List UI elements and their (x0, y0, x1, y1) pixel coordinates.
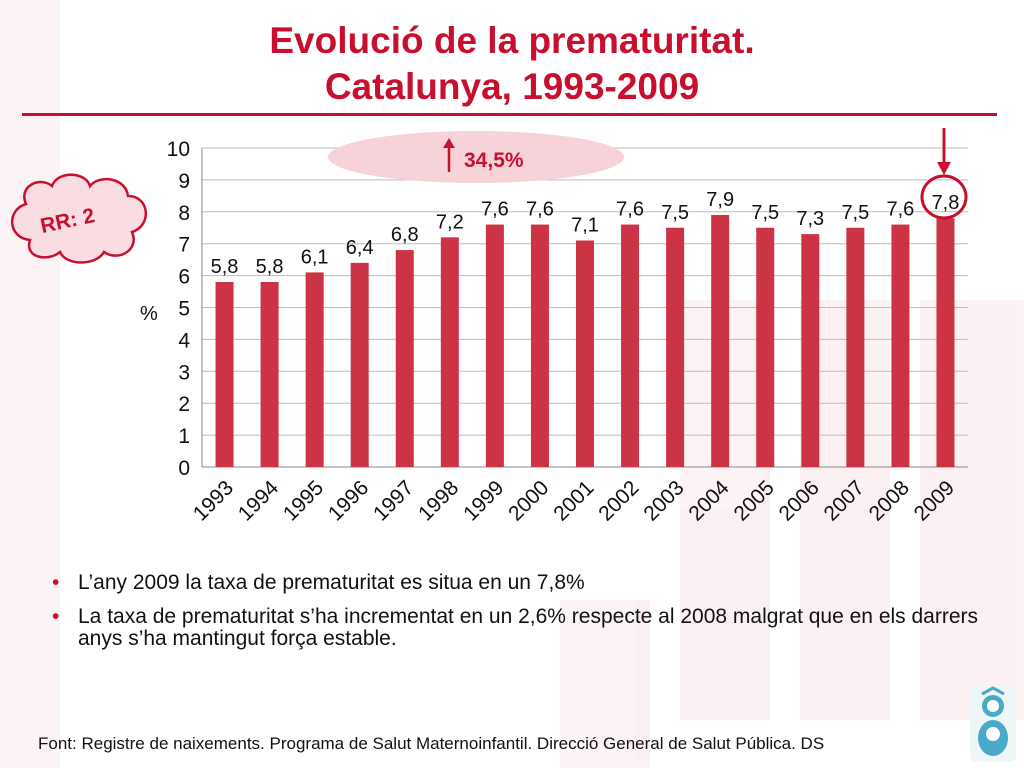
increase-label: 34,5% (464, 149, 524, 172)
bar-2004 (711, 214, 730, 467)
data-label: 6,4 (346, 237, 374, 259)
x-tick-label: 2004 (684, 476, 734, 526)
bar-2008 (891, 224, 910, 467)
bullet-dot: • (52, 605, 60, 628)
data-label: 7,2 (436, 211, 464, 233)
bar-2009 (936, 218, 955, 467)
data-label: 7,6 (526, 199, 554, 221)
bar-2002 (621, 224, 640, 467)
bar-1995 (305, 272, 324, 467)
bar-1994 (260, 281, 279, 467)
x-tick-label: 1993 (189, 476, 238, 525)
cloud-shape (10, 173, 148, 264)
x-tick-label: 1995 (279, 476, 328, 525)
bar-1996 (350, 262, 369, 467)
data-label: 7,5 (661, 202, 689, 224)
x-tick-label: 2009 (910, 476, 959, 525)
y-axis-ticks: 0 1 2 3 4 5 6 7 8 9 10 (167, 138, 191, 480)
down-arrow-icon (937, 128, 951, 175)
up-arrow-icon (443, 138, 455, 172)
slide-title: Evolució de la prematuritat. Catalunya, … (0, 18, 1024, 110)
y-tick-label: 2 (178, 393, 190, 416)
source-footer: Font: Registre de naixements. Programa d… (38, 734, 825, 753)
bar-2000 (530, 224, 549, 467)
bar-1998 (440, 237, 459, 467)
baby-logo-icon (970, 686, 1016, 762)
bullet-list: • L’any 2009 la taxa de prematuritat es … (52, 572, 982, 662)
x-axis-ticks: 1993199419951996199719981999200020012002… (189, 476, 959, 526)
bullet-item: • La taxa de prematuritat s’ha increment… (52, 606, 982, 650)
bar-1993 (215, 281, 234, 467)
bar-2005 (756, 227, 775, 467)
chart-data-labels: 5,8 5,8 6,1 6,4 6,8 7,2 7,6 7,6 7,1 7,6 7,5 7,9 7,5 7… (211, 189, 960, 278)
x-tick-label: 1998 (414, 476, 463, 525)
data-label: 7,5 (751, 202, 779, 224)
prematurity-bar-chart: 0 1 2 3 4 5 6 7 8 9 10 5,8 5,8 6,1 6,4 6,8 7,2 7,6 7,6 7,1… (10, 128, 968, 526)
x-tick-label: 1994 (234, 476, 284, 526)
data-label: 7,9 (706, 189, 734, 211)
bar-2003 (666, 227, 685, 467)
increase-bubble (328, 131, 624, 183)
x-tick-label: 2000 (504, 476, 553, 525)
title-underline (22, 113, 997, 116)
data-label: 7,3 (796, 208, 824, 230)
bullet-text-1: L’any 2009 la taxa de prematuritat es si… (78, 571, 585, 594)
data-label: 6,1 (301, 246, 329, 268)
bar-1997 (395, 250, 414, 467)
y-tick-label: 6 (178, 266, 190, 289)
title-line-1: Evolució de la prematuritat. (269, 20, 755, 61)
data-label: 7,5 (841, 202, 869, 224)
highlight-circle (920, 174, 968, 220)
rr-cloud-callout: RR: 2 (10, 173, 148, 264)
y-tick-label: 0 (178, 457, 190, 480)
title-line-2: Catalunya, 1993-2009 (324, 66, 700, 107)
x-tick-label: 2003 (639, 476, 688, 525)
y-axis-label: % (140, 303, 158, 325)
bullet-text-2: La taxa de prematuritat s’ha incrementat… (78, 605, 979, 650)
bar-2006 (801, 234, 820, 467)
data-label: 6,8 (391, 224, 419, 246)
y-tick-label: 5 (178, 298, 190, 321)
y-tick-label: 10 (167, 138, 190, 161)
x-tick-label: 2006 (775, 476, 824, 525)
y-tick-label: 8 (178, 202, 190, 225)
x-tick-label: 2007 (820, 476, 869, 525)
data-label: 7,6 (481, 199, 509, 221)
y-tick-label: 7 (178, 234, 190, 257)
y-tick-label: 3 (178, 361, 190, 384)
x-tick-label: 2001 (549, 476, 598, 525)
bullet-dot: • (52, 571, 60, 594)
x-tick-label: 1997 (369, 476, 418, 525)
y-tick-label: 9 (178, 170, 190, 193)
chart-bars (215, 214, 955, 467)
bar-2007 (846, 227, 865, 467)
increase-callout: 34,5% (328, 131, 624, 183)
x-tick-label: 2008 (865, 476, 914, 525)
x-tick-label: 1996 (324, 476, 373, 525)
bar-2001 (576, 240, 594, 467)
x-tick-label: 2002 (594, 476, 643, 525)
highlight-marker (920, 128, 968, 220)
data-label: 5,8 (256, 256, 284, 278)
data-label: 7,6 (616, 199, 644, 221)
y-tick-label: 1 (178, 425, 190, 448)
data-label: 7,6 (887, 199, 915, 221)
data-label: 5,8 (211, 256, 239, 278)
data-label: 7,1 (571, 215, 599, 237)
data-label: 7,8 (932, 192, 960, 214)
bar-1999 (485, 224, 504, 467)
x-tick-label: 1999 (459, 476, 508, 525)
bullet-item: • L’any 2009 la taxa de prematuritat es … (52, 572, 982, 594)
y-tick-label: 4 (178, 329, 190, 352)
x-tick-label: 2005 (729, 476, 778, 525)
